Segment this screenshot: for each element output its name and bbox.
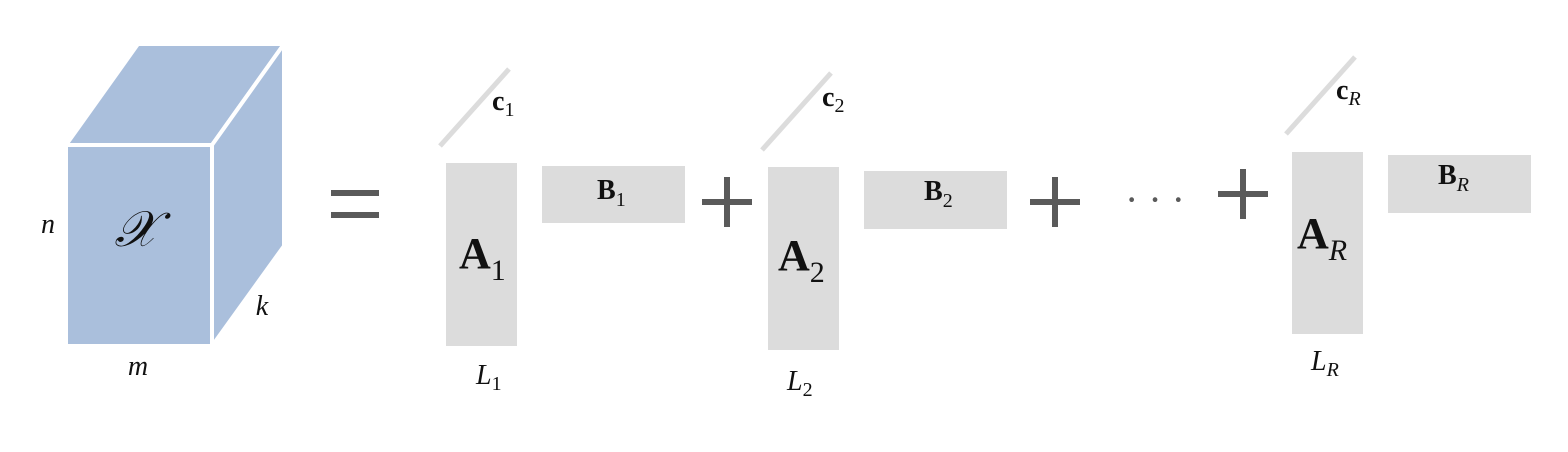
term-1: c1 A1 B1 L1	[438, 67, 685, 395]
plus-sign-2	[1030, 177, 1080, 227]
vector-c2	[760, 71, 833, 152]
equals-sign	[331, 190, 379, 218]
dim-label-n: n	[41, 209, 55, 240]
matrix-b2	[864, 171, 1007, 229]
cube-front-face	[64, 143, 214, 348]
br-label: BR	[1438, 160, 1469, 196]
c1-label: c1	[492, 86, 514, 121]
vector-c1	[438, 67, 511, 148]
a1-label: A1	[459, 229, 506, 287]
tensor-cube: 𝒳 n m k	[41, 37, 288, 382]
b2-label: B2	[924, 176, 953, 212]
b1-label: B1	[597, 175, 626, 211]
dim-label-k: k	[256, 291, 269, 322]
matrix-br	[1388, 155, 1531, 213]
matrix-ar	[1292, 152, 1363, 334]
lr-label: LR	[1310, 346, 1339, 381]
term-2: c2 A2 B2 L2	[760, 71, 1007, 401]
plus-sign-3	[1218, 169, 1268, 219]
a2-label: A2	[778, 231, 825, 289]
plus-sign-1	[702, 177, 752, 227]
term-r: cR AR BR LR	[1284, 55, 1531, 381]
l2-label: L2	[786, 366, 813, 401]
matrix-b1	[542, 166, 685, 223]
matrix-a1	[446, 163, 517, 346]
cr-label: cR	[1336, 75, 1361, 110]
ellipsis: · · ·	[1125, 177, 1185, 222]
matrix-a2	[768, 167, 839, 350]
l1-label: L1	[475, 360, 502, 395]
c2-label: c2	[822, 82, 844, 117]
vector-cr	[1284, 55, 1357, 136]
ar-label: AR	[1297, 209, 1347, 267]
dim-label-m: m	[128, 351, 148, 382]
